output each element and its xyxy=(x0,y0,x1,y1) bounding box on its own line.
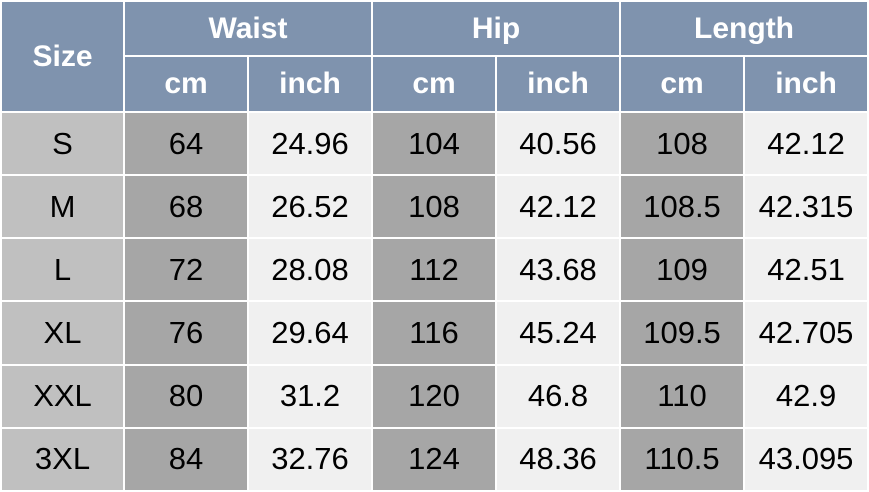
header-row-groups: Size Waist Hip Length xyxy=(0,0,869,113)
table-row: 3XL 84 32.76 124 48.36 110.5 43.095 xyxy=(0,426,869,492)
measurement-cell: 110 xyxy=(619,363,746,429)
measurement-cell: 43.095 xyxy=(743,426,869,492)
measurement-cell: 109.5 xyxy=(619,300,746,366)
measurement-cell: 31.2 xyxy=(247,363,373,429)
header-unit: cm xyxy=(619,55,746,113)
header-unit: cm xyxy=(123,55,249,113)
measurement-cell: 68 xyxy=(123,174,249,240)
measurement-cell: 124 xyxy=(371,426,497,492)
measurement-cell: 116 xyxy=(371,300,497,366)
measurement-cell: 43.68 xyxy=(494,237,622,303)
header-unit: inch xyxy=(247,55,373,113)
measurement-cell: 112 xyxy=(371,237,497,303)
measurement-cell: 108.5 xyxy=(619,174,746,240)
size-cell: L xyxy=(0,237,125,303)
measurement-cell: 110.5 xyxy=(619,426,746,492)
measurement-cell: 29.64 xyxy=(247,300,373,366)
measurement-cell: 42.705 xyxy=(743,300,869,366)
measurement-cell: 42.315 xyxy=(743,174,869,240)
measurement-cell: 108 xyxy=(619,110,746,177)
measurement-cell: 42.12 xyxy=(494,174,622,240)
size-cell: 3XL xyxy=(0,426,125,492)
table-row: XXL 80 31.2 120 46.8 110 42.9 xyxy=(0,363,869,429)
measurement-cell: 80 xyxy=(123,363,249,429)
table-row: M 68 26.52 108 42.12 108.5 42.315 xyxy=(0,174,869,240)
measurement-cell: 40.56 xyxy=(494,110,622,177)
header-hip: Hip xyxy=(370,0,622,57)
measurement-cell: 76 xyxy=(123,300,249,366)
header-length: Length xyxy=(619,0,869,57)
size-cell: XL xyxy=(0,300,125,366)
header-unit: inch xyxy=(743,55,869,113)
measurement-cell: 46.8 xyxy=(494,363,622,429)
measurement-cell: 84 xyxy=(123,426,249,492)
measurement-cell: 48.36 xyxy=(494,426,622,492)
measurement-cell: 109 xyxy=(619,237,746,303)
size-cell: S xyxy=(0,110,125,177)
header-unit: inch xyxy=(494,55,622,113)
measurement-cell: 42.9 xyxy=(743,363,869,429)
measurement-cell: 72 xyxy=(123,237,249,303)
measurement-cell: 42.51 xyxy=(743,237,869,303)
size-cell: XXL xyxy=(0,363,125,429)
header-size: Size xyxy=(0,0,125,113)
table-row: L 72 28.08 112 43.68 109 42.51 xyxy=(0,237,869,303)
measurement-cell: 24.96 xyxy=(247,110,373,177)
measurement-cell: 104 xyxy=(371,110,497,177)
table-row: XL 76 29.64 116 45.24 109.5 42.705 xyxy=(0,300,869,366)
size-cell: M xyxy=(0,174,125,240)
measurement-cell: 45.24 xyxy=(494,300,622,366)
measurement-cell: 64 xyxy=(123,110,249,177)
measurement-cell: 108 xyxy=(371,174,497,240)
header-waist: Waist xyxy=(123,0,373,57)
table-row: S 64 24.96 104 40.56 108 42.12 xyxy=(0,110,869,177)
measurement-cell: 28.08 xyxy=(247,237,373,303)
measurement-cell: 120 xyxy=(371,363,497,429)
header-row-units: cm inch cm inch cm inch xyxy=(1,55,869,113)
measurement-cell: 42.12 xyxy=(743,110,869,177)
measurement-cell: 32.76 xyxy=(247,426,373,492)
measurement-cell: 26.52 xyxy=(247,174,373,240)
header-unit: cm xyxy=(371,55,497,113)
